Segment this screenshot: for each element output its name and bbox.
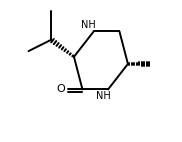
Text: NH: NH bbox=[96, 91, 110, 101]
Text: O: O bbox=[56, 84, 65, 94]
Text: NH: NH bbox=[82, 20, 96, 30]
